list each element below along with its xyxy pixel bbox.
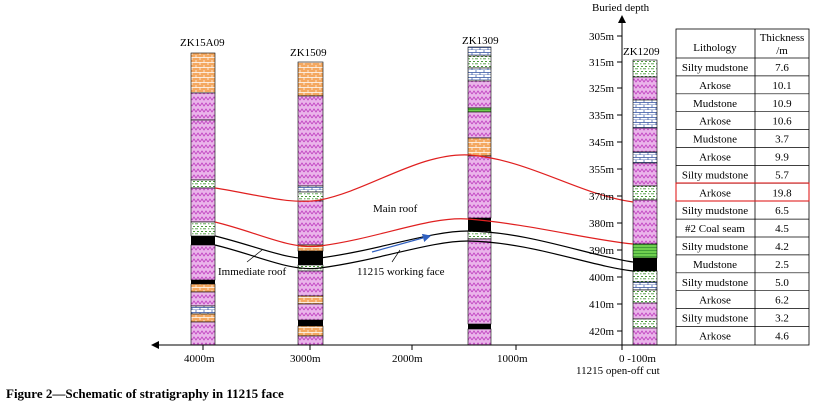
table-row: Silty mudstone 5.7 xyxy=(682,169,790,181)
table-row: Arkose 9.9 xyxy=(699,152,789,164)
row-thickness: 10.1 xyxy=(772,80,791,92)
distance-ticks xyxy=(202,345,623,350)
mining-direction-arrow xyxy=(371,233,432,253)
header-thickness: Thickness xyxy=(760,32,805,44)
row-thickness: 7.6 xyxy=(775,62,789,74)
row-thickness: 6.2 xyxy=(775,295,789,307)
depth-label: 345m xyxy=(589,137,615,149)
depth-label: 325m xyxy=(589,83,615,95)
table-row: Arkose 19.8 xyxy=(699,187,792,199)
row-thickness: 10.9 xyxy=(772,98,792,110)
table-row: Silty mudstone 3.2 xyxy=(682,313,789,325)
table-row: Silty mudstone 7.6 xyxy=(682,62,790,74)
depth-label: 370m xyxy=(589,191,615,203)
table-row: Arkose 6.2 xyxy=(699,295,789,307)
highlighted-row-frame xyxy=(675,182,810,202)
borehole-label: ZK1509 xyxy=(290,47,327,59)
table-row: Arkose 4.6 xyxy=(699,331,789,343)
table-row: Silty mudstone 4.2 xyxy=(682,241,789,253)
row-thickness: 4.5 xyxy=(775,223,789,235)
distance-label-4000: 4000m xyxy=(184,353,215,365)
row-thickness: 2.5 xyxy=(775,259,789,271)
row-thickness: 5.7 xyxy=(775,169,789,181)
borehole-zk1309: ZK1309 xyxy=(462,35,499,346)
row-lithology: #2 Coal seam xyxy=(685,223,745,235)
depth-label: 355m xyxy=(589,164,615,176)
header-thickness-unit: /m xyxy=(776,45,788,57)
distance-label-2000: 2000m xyxy=(392,353,423,365)
row-lithology: Arkose xyxy=(699,80,731,92)
table-row: Arkose 10.6 xyxy=(699,116,792,128)
row-lithology: Silty mudstone xyxy=(682,313,748,325)
borehole-label: ZK15A09 xyxy=(180,37,225,49)
depth-label: 380m xyxy=(589,218,615,230)
depth-label: 335m xyxy=(589,110,615,122)
immediate-roof-label: Immediate roof xyxy=(218,266,286,278)
borehole-label: ZK1209 xyxy=(623,46,660,58)
row-lithology: Arkose xyxy=(699,331,731,343)
table-row: Mudstone 3.7 xyxy=(693,134,789,146)
row-lithology: Silty mudstone xyxy=(682,205,748,217)
row-lithology: Silty mudstone xyxy=(682,62,748,74)
distance-label-3000: 3000m xyxy=(290,353,321,365)
working-face-label: 11215 working face xyxy=(357,266,445,278)
borehole-label: ZK1309 xyxy=(462,35,499,47)
row-thickness: 10.6 xyxy=(772,116,792,128)
depth-label: 420m xyxy=(589,326,615,338)
row-lithology: Silty mudstone xyxy=(682,169,748,181)
immediate-roof-curve xyxy=(214,218,634,248)
depth-axis-title: Buried depth xyxy=(592,2,650,14)
figure-caption: Figure 2—Schematic of stratigraphy in 11… xyxy=(6,386,284,401)
depth-label: 410m xyxy=(589,299,615,311)
row-thickness: 6.5 xyxy=(775,205,789,217)
borehole-zk1209: ZK1209 xyxy=(623,46,660,346)
row-lithology: Arkose xyxy=(699,295,731,307)
table-row: Mudstone 2.5 xyxy=(693,259,789,271)
table-row: Silty mudstone 5.0 xyxy=(682,277,790,289)
coal-seam-top-curve xyxy=(214,230,634,263)
distance-label-1000: 1000m xyxy=(497,353,528,365)
row-thickness: 4.6 xyxy=(775,331,789,343)
row-thickness: 9.9 xyxy=(775,152,789,164)
main-roof-label: Main roof xyxy=(373,203,418,215)
distance-label-zero: 0 -100m xyxy=(619,353,656,365)
depth-label: 400m xyxy=(589,272,615,284)
depth-label: 390m xyxy=(589,245,615,257)
table-row: Mudstone 10.9 xyxy=(693,98,792,110)
immediate-roof-leader xyxy=(246,249,263,263)
table-row: Arkose 10.1 xyxy=(699,80,792,92)
row-lithology: Mudstone xyxy=(693,259,737,271)
row-lithology: Arkose xyxy=(699,187,731,199)
row-lithology: Silty mudstone xyxy=(682,277,748,289)
row-thickness: 4.2 xyxy=(775,241,789,253)
coal-seam-bottom-curve xyxy=(214,240,634,272)
row-thickness: 19.8 xyxy=(772,187,792,199)
depth-label: 305m xyxy=(589,31,615,43)
depth-label: 315m xyxy=(589,57,615,69)
row-lithology: Silty mudstone xyxy=(682,241,748,253)
table-row: #2 Coal seam 4.5 xyxy=(685,223,789,235)
header-lithology: Lithology xyxy=(693,42,737,54)
borehole-zk1509: ZK1509 xyxy=(290,47,327,346)
row-lithology: Mudstone xyxy=(693,134,737,146)
depth-ticks: 305m 315m 325m 335m 345m 355m 370m 380m 390m 400m… xyxy=(589,31,622,338)
main-roof-curve xyxy=(214,154,634,203)
borehole-zk15a09: ZK15A09 xyxy=(180,37,225,346)
row-lithology: Arkose xyxy=(699,152,731,164)
working-face-leader xyxy=(391,249,401,263)
row-lithology: Arkose xyxy=(699,116,731,128)
row-thickness: 3.2 xyxy=(775,313,789,325)
table-row: Silty mudstone 6.5 xyxy=(682,205,790,217)
row-lithology: Mudstone xyxy=(693,98,737,110)
lithology-table: Lithology Thickness /m Silty mudstone 7.6… xyxy=(675,28,810,346)
row-thickness: 5.0 xyxy=(775,277,789,289)
row-thickness: 3.7 xyxy=(775,134,789,146)
open-off-cut-label: 11215 open-off cut xyxy=(576,365,660,377)
